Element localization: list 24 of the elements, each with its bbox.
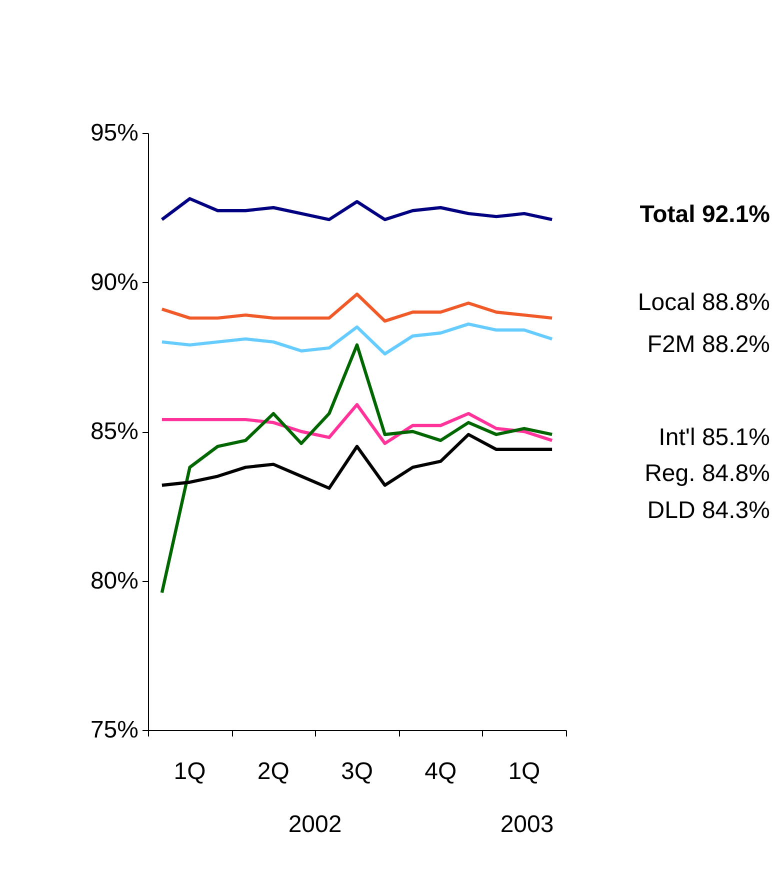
text: DLD 84.3%	[647, 497, 770, 524]
text: Int'l 85.1%	[658, 424, 770, 451]
line-series	[160, 197, 554, 222]
x-tick-label: 2Q	[257, 758, 290, 785]
line-series	[160, 432, 554, 490]
y-tick-label: 85%	[90, 418, 138, 445]
line-series	[160, 292, 554, 323]
line-series	[160, 322, 554, 356]
y-tick-label: 75%	[90, 716, 138, 744]
text: F2M 88.2%	[647, 331, 770, 358]
text: Total 92.1%	[640, 201, 770, 228]
x-tick-label: 1Q	[174, 758, 206, 785]
y-tick-label: 80%	[90, 567, 138, 594]
text: 2002	[288, 811, 342, 838]
line-series	[160, 403, 554, 446]
x-tick-label: 1Q	[508, 758, 540, 785]
y-tick-label: 95%	[90, 120, 138, 146]
x-tick-label: 3Q	[340, 758, 374, 785]
text: Local 88.8%	[638, 289, 770, 316]
line-series	[160, 343, 554, 594]
x-tick-label: 4Q	[424, 758, 457, 785]
text: Reg. 84.8%	[644, 460, 770, 487]
y-tick-label: 90%	[90, 268, 138, 296]
text: 2003	[500, 811, 554, 838]
